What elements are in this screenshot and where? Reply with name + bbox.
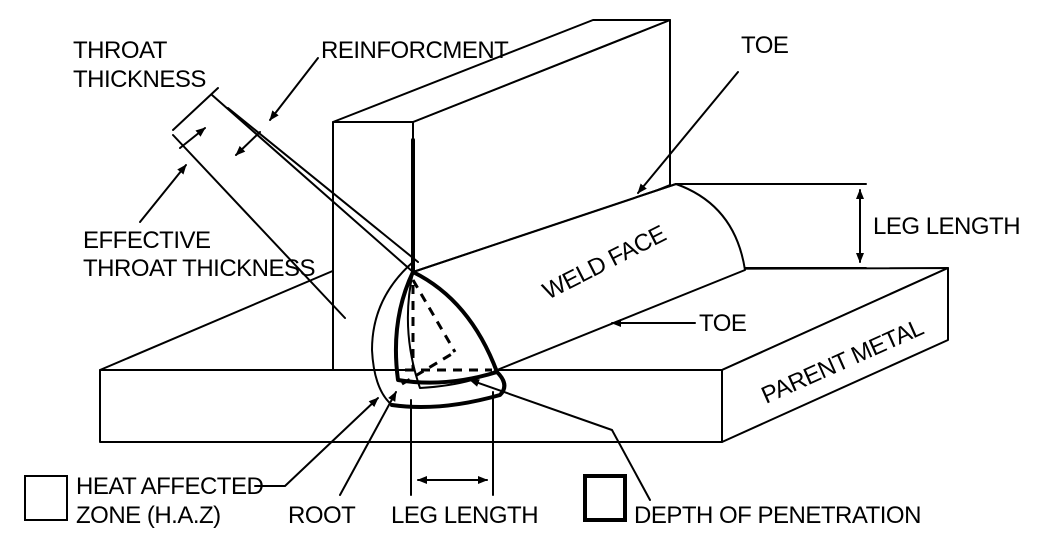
toe-middle-label: TOE: [699, 310, 746, 337]
weld-bead: [371, 183, 746, 410]
effective-throat-label-line1: EFFECTIVE: [83, 227, 211, 254]
root-leader: [339, 391, 397, 496]
leg-length-right-label: LEG LENGTH: [873, 213, 1020, 240]
throat-extension-outer: [172, 134, 346, 319]
leg-length-bottom-label: LEG LENGTH: [391, 502, 538, 529]
penetration-legend-swatch: [583, 474, 627, 522]
reinforcement-leader: [269, 57, 319, 121]
effective-throat-leader: [139, 164, 187, 223]
vertical-plate: [332, 19, 671, 371]
toe-top-leader: [637, 71, 739, 194]
haz-outline: [371, 261, 414, 406]
throat-dimension-line: [172, 87, 219, 131]
toe-top-label: TOE: [741, 32, 788, 59]
throat-thickness-label-line1: THROAT: [73, 37, 168, 64]
reinforcement-label: REINFORCMENT: [321, 37, 509, 64]
throat-thickness-label-line2: THICKNESS: [73, 66, 206, 93]
root-diagonal-dash: [401, 350, 456, 386]
penetration-outline: [390, 370, 507, 410]
haz-label-line1: HEAT AFFECTED: [76, 473, 263, 500]
weld-cross-section: [393, 270, 499, 385]
effective-throat-arrow-1: [179, 127, 206, 149]
root-label: ROOT: [288, 502, 356, 529]
throat-line: [411, 279, 457, 353]
base-plate-side-face: [721, 267, 949, 443]
effective-throat-arrow-2: [235, 131, 261, 156]
depth-of-penetration-leader: [469, 379, 651, 501]
depth-of-penetration-label: DEPTH OF PENETRATION: [634, 502, 921, 529]
leader-lines: [139, 57, 867, 501]
haz-label-line2: ZONE (H.A.Z): [76, 502, 221, 529]
vertical-plate-top-face: [332, 19, 671, 123]
haz-leader: [254, 397, 379, 487]
haz-legend-swatch: [24, 475, 68, 521]
effective-throat-label-line2: THROAT THICKNESS: [83, 255, 315, 282]
weld-toe-top-line: [412, 183, 677, 273]
throat-extension-inner: [211, 94, 414, 273]
